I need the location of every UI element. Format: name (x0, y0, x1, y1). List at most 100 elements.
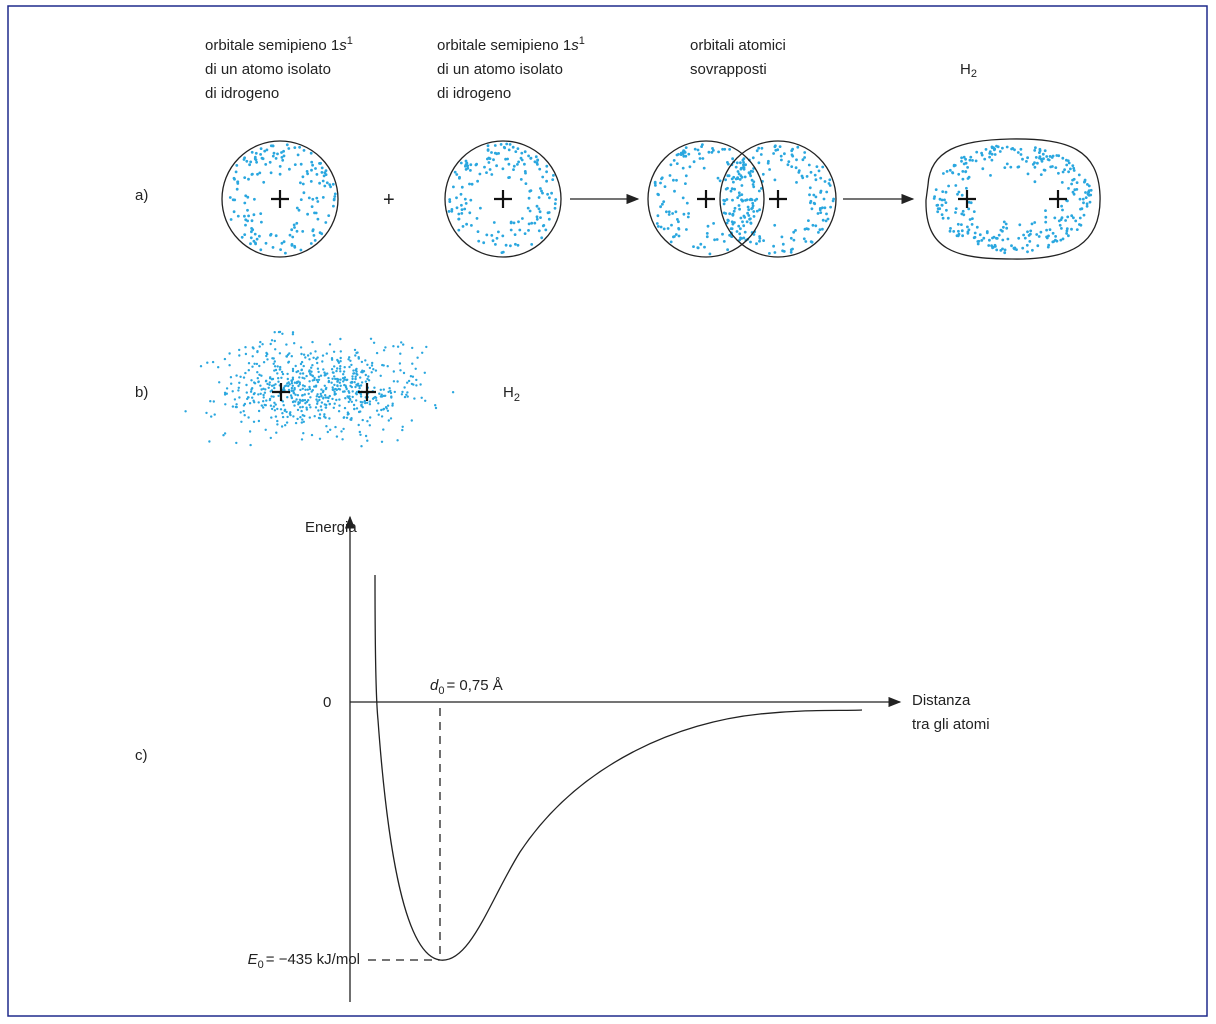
dot (279, 248, 282, 251)
dot (249, 402, 251, 404)
dot (1026, 230, 1029, 233)
dot (975, 160, 978, 163)
dot (1047, 158, 1050, 161)
dot (723, 240, 726, 243)
dot (237, 215, 240, 218)
dot (308, 386, 310, 388)
dot (514, 233, 517, 236)
dot (316, 379, 318, 381)
dot (247, 416, 249, 418)
caption: orbitale semipieno 1s1 (437, 35, 585, 54)
dot (349, 360, 351, 362)
dot (339, 365, 341, 367)
dot (946, 170, 949, 173)
dot (333, 195, 336, 198)
dot (413, 397, 415, 399)
dot (279, 173, 282, 176)
dot (726, 174, 729, 177)
dot (1013, 247, 1016, 250)
dot (402, 426, 404, 428)
dot (308, 197, 311, 200)
dot (291, 396, 293, 398)
dot (318, 399, 320, 401)
dot (320, 395, 322, 397)
dot (936, 204, 939, 207)
dot (285, 343, 287, 345)
dot (995, 249, 998, 252)
caption: di un atomo isolato (437, 61, 563, 78)
dot (312, 357, 314, 359)
dot (376, 352, 378, 354)
dot (365, 374, 367, 376)
dot (356, 351, 358, 353)
dot (292, 401, 294, 403)
dot (1078, 174, 1081, 177)
dot (253, 401, 255, 403)
dot (206, 362, 208, 364)
dot (685, 228, 688, 231)
dot (400, 341, 402, 343)
dot (700, 145, 703, 148)
dot (460, 162, 463, 165)
dot (314, 350, 316, 352)
dot (383, 388, 385, 390)
dot (403, 386, 405, 388)
dot (530, 189, 533, 192)
dot (434, 404, 436, 406)
value: = −435 kJ/mol (266, 951, 360, 968)
dot (657, 225, 660, 228)
dot (774, 251, 777, 254)
dot (1038, 235, 1041, 238)
dot (752, 156, 755, 159)
dot (1071, 164, 1074, 167)
dot (538, 207, 541, 210)
dot (458, 177, 461, 180)
dot (257, 377, 259, 379)
dot (311, 164, 314, 167)
dot (494, 152, 497, 155)
dot (243, 158, 246, 161)
dot (245, 353, 247, 355)
dot (536, 205, 539, 208)
dot (307, 389, 309, 391)
dot (797, 171, 800, 174)
dot (349, 399, 351, 401)
dot (387, 410, 389, 412)
dot (348, 356, 350, 358)
dot (386, 407, 388, 409)
dot (659, 182, 662, 185)
dot (961, 194, 964, 197)
dot (302, 175, 305, 178)
dot (336, 359, 338, 361)
dot (256, 371, 258, 373)
dot (697, 149, 700, 152)
dot (814, 224, 817, 227)
dot (373, 342, 375, 344)
dot (1006, 163, 1009, 166)
dot (350, 419, 352, 421)
dot (283, 404, 285, 406)
dot (259, 248, 262, 251)
dot (954, 184, 957, 187)
dot (1047, 244, 1050, 247)
dot (741, 184, 744, 187)
dot (402, 343, 404, 345)
dot (327, 400, 329, 402)
dot (331, 398, 333, 400)
dot (965, 187, 968, 190)
dot (383, 408, 385, 410)
dot (399, 353, 401, 355)
dot (966, 226, 969, 229)
dot (781, 236, 784, 239)
dot (213, 400, 215, 402)
dot (661, 203, 664, 206)
dot (269, 381, 271, 383)
dot (1079, 198, 1082, 201)
nuclei (271, 190, 1067, 401)
dot (968, 201, 971, 204)
dot (732, 181, 735, 184)
dot (295, 365, 297, 367)
dot (772, 245, 775, 248)
dot (941, 213, 944, 216)
dot (819, 228, 822, 231)
